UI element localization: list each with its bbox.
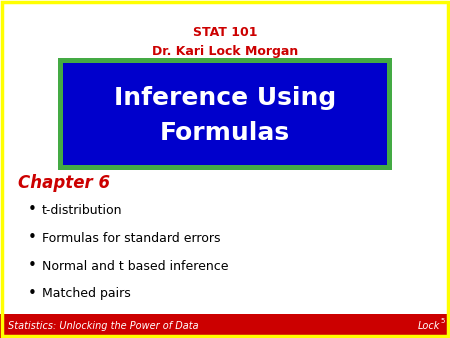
- Text: •: •: [27, 287, 36, 301]
- Text: •: •: [27, 231, 36, 245]
- Text: Matched pairs: Matched pairs: [42, 288, 131, 300]
- Text: •: •: [27, 202, 36, 217]
- Bar: [0, 314, 450, 338]
- Text: Formulas for standard errors: Formulas for standard errors: [42, 232, 220, 244]
- Text: t-distribution: t-distribution: [42, 203, 122, 217]
- Bar: [58, 58, 392, 170]
- Text: Normal and t based inference: Normal and t based inference: [42, 260, 229, 272]
- Text: Chapter 6: Chapter 6: [18, 174, 110, 192]
- Text: Statistics: Unlocking the Power of Data: Statistics: Unlocking the Power of Data: [8, 321, 198, 331]
- Text: 5: 5: [440, 318, 445, 324]
- Text: •: •: [27, 259, 36, 273]
- Bar: [63, 63, 387, 165]
- Text: STAT 101: STAT 101: [193, 26, 257, 40]
- Text: Inference Using: Inference Using: [114, 86, 336, 110]
- Text: Formulas: Formulas: [160, 121, 290, 145]
- Text: Lock: Lock: [418, 321, 441, 331]
- Text: Dr. Kari Lock Morgan: Dr. Kari Lock Morgan: [152, 45, 298, 57]
